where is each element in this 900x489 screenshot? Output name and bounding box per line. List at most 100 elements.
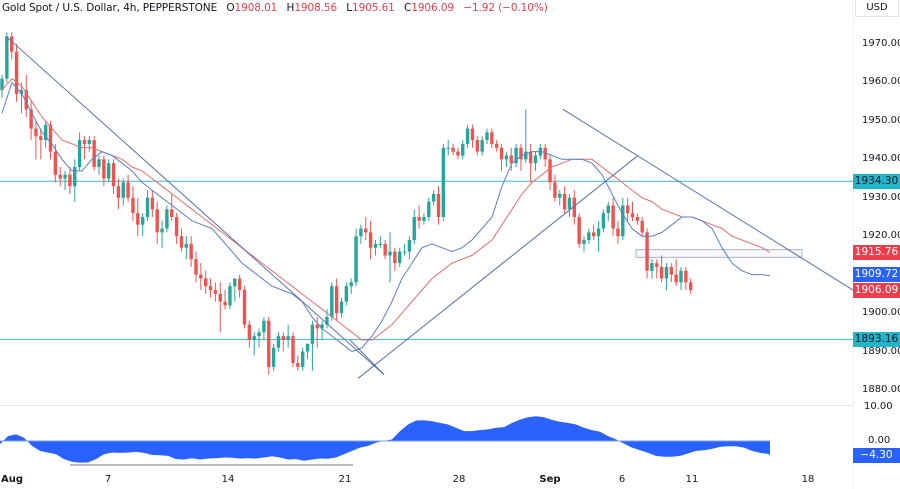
candle-body — [5, 36, 9, 79]
candle-body — [107, 163, 111, 179]
price-axis-tick: 1960.00 — [862, 76, 900, 88]
candle-body — [679, 270, 683, 283]
candle-body — [262, 320, 266, 333]
close-value: 1906.09 — [411, 2, 454, 14]
support-zone-rectangle[interactable] — [635, 249, 803, 258]
candle-body — [630, 213, 635, 217]
price-axis-tick: 1950.00 — [862, 114, 900, 126]
candle-body — [485, 132, 489, 141]
candle-body — [150, 197, 155, 210]
candle-body — [456, 151, 460, 156]
high-label: H — [286, 2, 295, 14]
candle-body — [237, 278, 242, 291]
candle-body — [640, 220, 644, 233]
candle-body — [509, 155, 513, 164]
candle-body — [53, 151, 58, 175]
ema-fast-line — [1, 81, 771, 353]
candle-body — [592, 232, 596, 237]
candle-body — [82, 140, 87, 144]
candle-body — [43, 124, 48, 141]
trendline[interactable] — [5, 35, 385, 375]
candle-body — [650, 263, 654, 271]
candle-body — [349, 282, 353, 287]
candle-body — [364, 228, 368, 233]
trendline[interactable] — [562, 108, 854, 291]
candle-body — [19, 90, 24, 94]
candle-body — [242, 290, 247, 325]
candle-body — [596, 228, 601, 237]
candle-body — [271, 347, 276, 367]
candle-body — [689, 282, 693, 291]
osc-tick-0: 0.00 — [868, 435, 891, 446]
candle-body — [194, 259, 198, 275]
price-axis-tick: 1900.00 — [862, 307, 900, 319]
candle-body — [296, 363, 300, 367]
candle-body — [475, 140, 479, 152]
candle-body — [179, 236, 184, 248]
candle-body — [68, 174, 72, 187]
candle-body — [344, 286, 349, 302]
time-axis-tick: 7 — [104, 474, 112, 485]
candle-body — [247, 324, 252, 340]
candle-body — [73, 167, 77, 187]
symbol-legend: Gold Spot / U.S. Dollar, 4h, PEPPERSTONE… — [2, 2, 548, 14]
candle-body — [635, 216, 640, 221]
candle-body — [504, 155, 509, 160]
price-tag-label: 1893.16 — [853, 331, 900, 347]
currency-button[interactable]: USD — [855, 0, 899, 17]
oscillator-area — [0, 416, 770, 463]
candle-body — [116, 186, 121, 198]
candle-body — [393, 251, 397, 264]
candle-body — [223, 301, 227, 306]
candle-body — [533, 155, 538, 164]
candle-body — [645, 232, 649, 271]
candle-body — [558, 193, 562, 198]
candle-body — [286, 336, 290, 340]
trendline[interactable] — [357, 155, 639, 379]
candle-body — [87, 140, 91, 144]
candle-body — [0, 78, 4, 91]
candle-body — [208, 286, 213, 291]
candle-body — [446, 147, 450, 149]
candle-body — [567, 197, 572, 210]
candle-body — [470, 128, 475, 141]
time-axis-tick: 14 — [221, 474, 235, 485]
candle-body — [407, 240, 412, 252]
osc-tick-10: 10.00 — [864, 401, 893, 412]
price-axis-tick: 1930.00 — [862, 191, 900, 203]
candle-body — [233, 278, 237, 287]
candle-body — [625, 205, 630, 214]
candle-body — [373, 243, 378, 248]
candle-body — [572, 197, 576, 217]
candle-body — [204, 278, 208, 287]
candle-body — [548, 159, 552, 183]
candle-body — [174, 216, 179, 237]
osc-current-value-tag: −4.30 — [853, 448, 900, 463]
candle-body — [465, 128, 470, 144]
candle-body — [616, 228, 620, 237]
candle-body — [257, 332, 261, 337]
low-label: L — [346, 2, 353, 14]
candle-body — [92, 140, 96, 168]
candle-body — [383, 243, 387, 256]
candle-body — [29, 109, 33, 129]
candle-body — [14, 51, 19, 94]
time-axis-tick: Aug — [0, 474, 24, 485]
candle-body — [543, 147, 547, 160]
candle-body — [140, 216, 145, 225]
candle-body — [402, 251, 407, 253]
open-value: 1908.01 — [234, 2, 278, 14]
candle-body — [412, 216, 416, 241]
candle-body — [281, 336, 285, 340]
candle-body — [189, 243, 193, 260]
trendline[interactable] — [349, 339, 385, 375]
candle-body — [267, 320, 271, 367]
candle-body — [170, 209, 174, 217]
candle-body — [131, 197, 135, 214]
candle-body — [339, 301, 344, 314]
candle-body — [669, 266, 673, 275]
candle-body — [621, 205, 625, 237]
candle-body — [441, 147, 446, 217]
